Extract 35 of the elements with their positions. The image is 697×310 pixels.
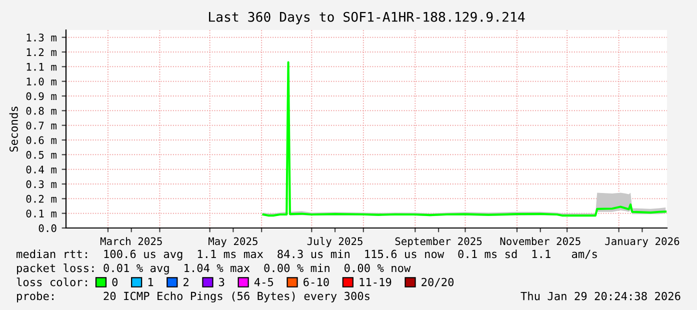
y-tick-label: 1.0 m bbox=[26, 78, 56, 86]
x-tick-label: November 2025 bbox=[500, 237, 580, 246]
y-tick-label: 1.3 m bbox=[26, 34, 56, 42]
legend-label: 3 bbox=[219, 278, 224, 286]
x-tick-label: September 2025 bbox=[395, 237, 482, 248]
y-tick-label: 0.4 m bbox=[26, 166, 56, 174]
y-tick-label: 0.2 m bbox=[26, 194, 56, 203]
legend-label: 11-19 bbox=[360, 278, 392, 286]
y-axis-title: Seconds bbox=[9, 106, 18, 152]
y-tick-label: 0.3 m bbox=[26, 180, 56, 188]
y-tick-label: 0.8 m bbox=[26, 106, 56, 115]
x-tick-label: May 2025 bbox=[208, 237, 258, 248]
x-tick-label: July 2025 bbox=[307, 237, 362, 248]
text: median rtt: 100.6 us avg 1.1 ms max 84.3 us min 115.6 us now 0.1 ms sd 1.1 am/s bbox=[16, 250, 597, 260]
legend-label: 2 bbox=[184, 278, 188, 286]
y-tick-label: 0.5 m bbox=[26, 150, 56, 159]
legend-label: 6-10 bbox=[304, 278, 329, 286]
legend-label: 0 bbox=[112, 278, 118, 286]
legend-label: 1 bbox=[148, 278, 154, 286]
legend-label: 4-5 bbox=[254, 278, 274, 286]
y-tick-label: 0.1 m bbox=[26, 210, 56, 218]
y-tick-label: 0.7 m bbox=[26, 122, 56, 130]
y-tick-label: 1.2 m bbox=[26, 48, 56, 56]
y-tick-label: 1.1 m bbox=[26, 63, 56, 71]
legend-label: 20/20 bbox=[422, 278, 454, 288]
chart-title: Last 360 Days to SOF1-A1HR-188.129.9.214 bbox=[209, 12, 525, 24]
y-tick-label: 0.0 bbox=[38, 224, 56, 232]
legend-title: loss color: bbox=[16, 278, 87, 286]
text: Thu Jan 29 20:24:38 2026 bbox=[520, 292, 680, 300]
text: packet loss: 0.01 % avg 1.04 % max 0.00 % min 0.00 % now bbox=[17, 264, 411, 274]
text: probe: 20 ICMP Echo Pings (56 Bytes) every 300s bbox=[17, 292, 370, 302]
x-tick-label: March 2025 bbox=[100, 237, 162, 246]
y-tick-label: 0.9 m bbox=[26, 92, 56, 100]
y-tick-label: 0.6 m bbox=[26, 136, 56, 144]
x-tick-label: January 2026 bbox=[605, 237, 680, 248]
